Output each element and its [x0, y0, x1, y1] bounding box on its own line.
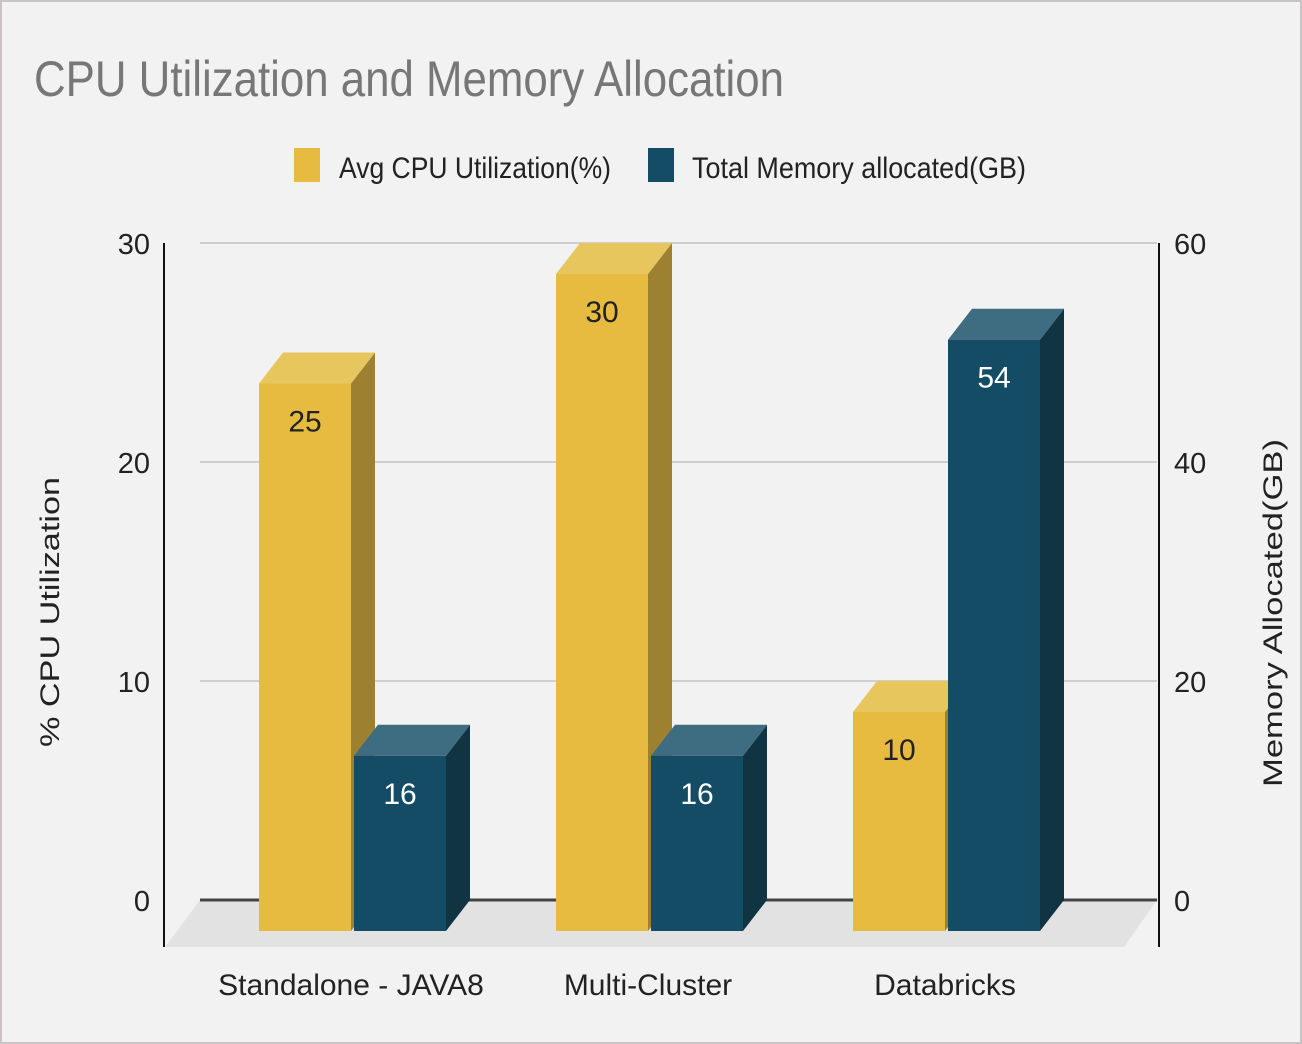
bar-cpu: 25 [259, 352, 375, 931]
y2-tick-label: 60 [1174, 229, 1206, 261]
x-tick-label: Databricks [874, 969, 1016, 1002]
y-tick-label: 30 [118, 229, 150, 261]
legend: Avg CPU Utilization(%) Total Memory allo… [294, 148, 1026, 185]
bar-top [556, 243, 672, 274]
chart-title: CPU Utilization and Memory Allocation [34, 51, 784, 107]
bar-side [446, 724, 470, 931]
data-label: 16 [383, 778, 416, 811]
bar-front [948, 339, 1040, 931]
bar-top [948, 308, 1064, 340]
legend-label-memory: Total Memory allocated(GB) [692, 152, 1026, 185]
bar-front [259, 383, 351, 931]
y-tick-label: 20 [118, 448, 150, 480]
data-label: 54 [977, 362, 1010, 395]
y2-tick-label: 0 [1174, 886, 1190, 918]
legend-swatch-cpu [294, 148, 320, 182]
bar-top [354, 724, 470, 756]
bar-front [651, 755, 743, 931]
bar-side [743, 724, 767, 931]
y-tick-label: 0 [134, 886, 150, 918]
y-tick-label: 10 [118, 667, 150, 699]
legend-swatch-memory [648, 148, 674, 182]
bar-front [354, 755, 446, 931]
bar-memory: 16 [651, 724, 767, 931]
bar-top [259, 352, 375, 384]
y-axis-label: % CPU Utilization [35, 477, 65, 747]
bar-side [1040, 308, 1064, 931]
legend-label-cpu: Avg CPU Utilization(%) [339, 152, 611, 185]
bar-front [556, 274, 648, 931]
bar-memory: 54 [948, 308, 1064, 931]
bar-memory: 16 [354, 724, 470, 931]
bar-top [853, 681, 969, 712]
y2-tick-label: 20 [1174, 667, 1206, 699]
x-tick-label: Standalone - JAVA8 [218, 969, 484, 1002]
data-label: 16 [680, 778, 713, 811]
data-label: 10 [882, 734, 915, 767]
y2-axis-label: Memory Allocated(GB) [1258, 439, 1288, 787]
bar-front [853, 712, 945, 931]
x-tick-label: Multi-Cluster [564, 969, 732, 1002]
bar-top [651, 724, 767, 756]
data-label: 30 [585, 296, 618, 329]
y2-tick-label: 40 [1174, 448, 1206, 480]
data-label: 25 [288, 406, 321, 439]
